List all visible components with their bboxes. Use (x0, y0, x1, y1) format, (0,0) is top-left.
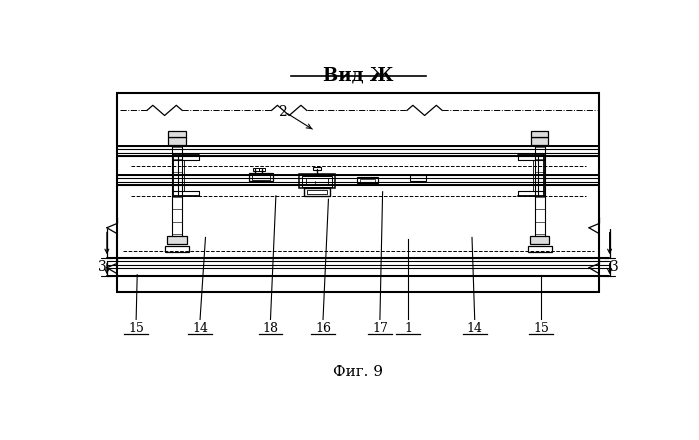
Text: 17: 17 (372, 323, 388, 335)
Bar (528, 246, 552, 252)
Bar (530, 236, 549, 244)
Text: Фиг. 9: Фиг. 9 (333, 365, 383, 379)
Bar (360, 179, 375, 182)
Bar (167, 236, 187, 244)
Text: 16: 16 (315, 323, 331, 335)
Bar (302, 176, 332, 187)
Text: 1: 1 (404, 323, 412, 335)
Text: 3: 3 (610, 260, 619, 274)
Text: 14: 14 (467, 323, 483, 335)
Text: 18: 18 (263, 323, 278, 335)
Bar (306, 178, 328, 185)
Bar (307, 190, 327, 194)
Text: Вид Ж: Вид Ж (323, 66, 394, 84)
Bar (531, 131, 549, 137)
Bar (259, 168, 265, 171)
Bar (410, 175, 426, 181)
Bar (252, 168, 259, 171)
Bar (117, 93, 599, 292)
Bar (164, 246, 189, 252)
Text: 15: 15 (533, 323, 549, 335)
Bar (357, 177, 377, 183)
Bar (312, 167, 322, 170)
Bar (168, 131, 185, 137)
Bar (172, 145, 182, 236)
Bar (252, 175, 270, 180)
Bar (304, 188, 330, 196)
Text: 3: 3 (98, 260, 107, 274)
Bar (531, 137, 549, 145)
Text: 15: 15 (128, 323, 144, 335)
Text: 14: 14 (192, 323, 208, 335)
Bar (298, 174, 336, 188)
Bar (535, 145, 545, 236)
Text: 2: 2 (278, 105, 287, 119)
Bar (168, 137, 185, 145)
Bar (249, 173, 273, 181)
